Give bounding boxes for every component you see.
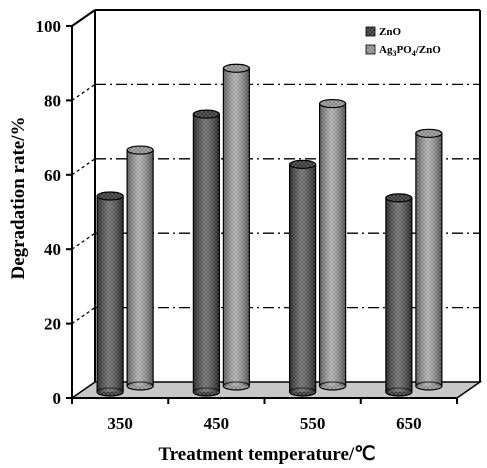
gridlines xyxy=(71,83,480,325)
bar-zno-350 xyxy=(96,191,124,397)
bar-zno-550 xyxy=(289,159,317,397)
x-tick-label-350: 350 xyxy=(107,414,133,433)
legend-label-composite: Ag3PO4/ZnO xyxy=(379,44,441,58)
bar-composite-350 xyxy=(126,145,154,391)
legend-label-zno: ZnO xyxy=(379,26,401,38)
gridline-depth-40 xyxy=(71,232,96,250)
y-tick-label-60: 60 xyxy=(44,166,61,185)
x-axis-title: Treatment temperature/℃ xyxy=(158,444,375,465)
bar-zno-450 xyxy=(192,109,220,397)
chart-frame xyxy=(69,9,483,399)
x-tick-label-550: 550 xyxy=(300,414,326,433)
gridline-depth-80 xyxy=(71,83,96,101)
y-axis-title: Degradation rate/% xyxy=(8,116,29,279)
y-tick-label-20: 20 xyxy=(44,315,61,334)
legend-swatch-zno xyxy=(365,26,376,37)
bar-composite-450 xyxy=(222,63,250,391)
x-tick-label-650: 650 xyxy=(396,414,422,433)
bars xyxy=(96,63,443,397)
y-tick-label-40: 40 xyxy=(44,240,61,259)
legend-swatch-composite xyxy=(365,44,376,55)
bar-composite-650 xyxy=(415,128,443,391)
y-tick-label-0: 0 xyxy=(53,389,62,408)
x-axis-ticks: 350 450 550 650 xyxy=(71,398,458,433)
bar-composite-550 xyxy=(319,98,347,391)
x-tick-label-450: 450 xyxy=(204,414,230,433)
gridline-depth-60 xyxy=(71,158,96,176)
gridline-depth-20 xyxy=(71,307,96,325)
bar-zno-650 xyxy=(385,193,413,397)
y-tick-label-100: 100 xyxy=(36,17,62,36)
y-tick-label-80: 80 xyxy=(44,91,61,110)
legend: ZnO Ag3PO4/ZnO xyxy=(365,26,441,58)
depth-edge-top xyxy=(71,9,96,27)
y-axis-ticks: 0 20 40 60 80 100 xyxy=(36,17,72,408)
